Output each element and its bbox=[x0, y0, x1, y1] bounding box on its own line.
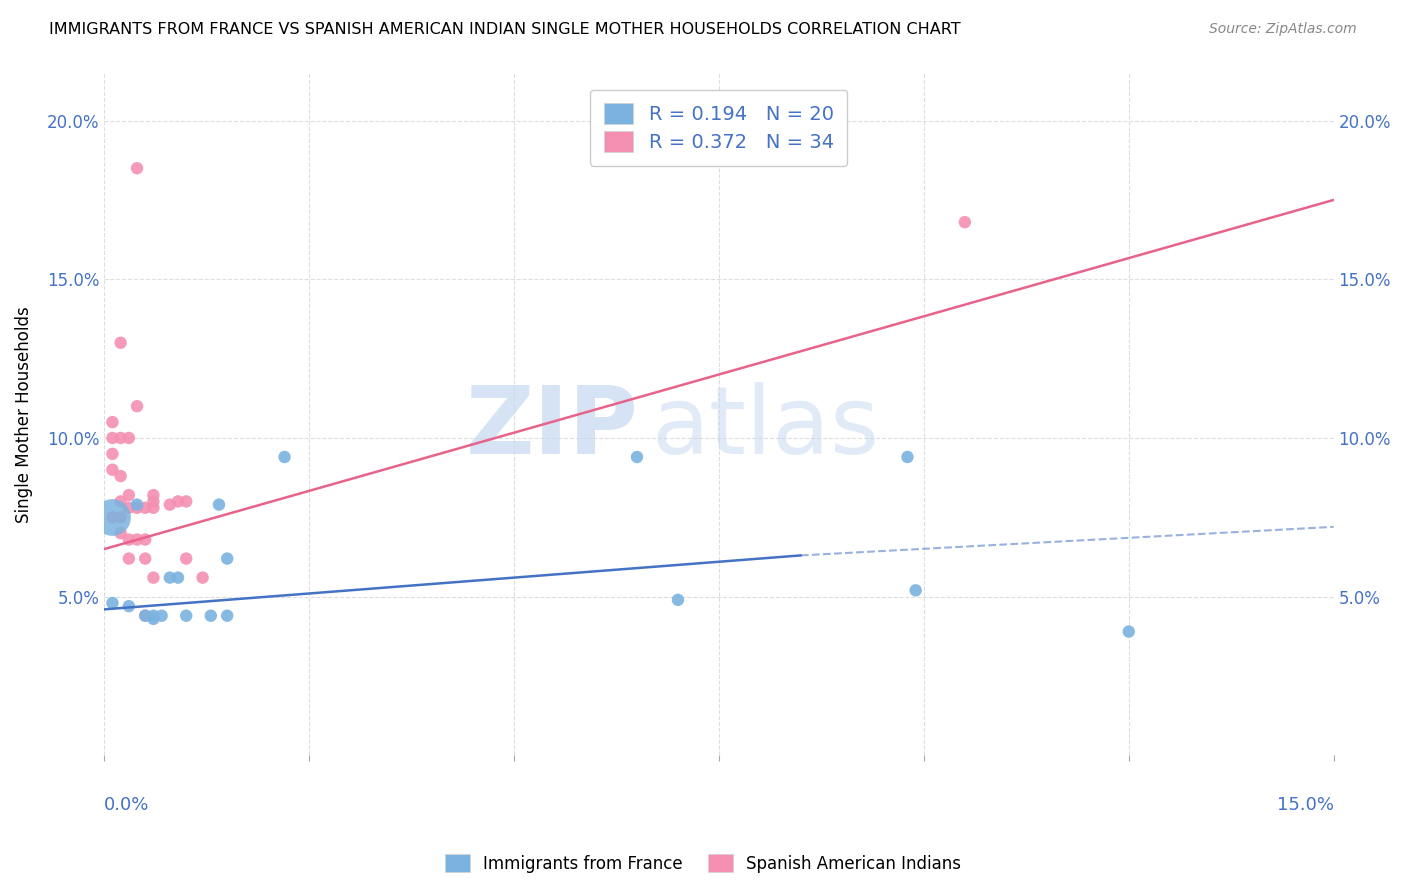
Point bbox=[200, 608, 222, 623]
Text: Source: ZipAtlas.com: Source: ZipAtlas.com bbox=[1209, 22, 1357, 37]
Point bbox=[118, 551, 141, 566]
Point bbox=[110, 431, 132, 445]
Point bbox=[101, 463, 124, 477]
Point bbox=[134, 500, 156, 515]
Point bbox=[101, 510, 124, 524]
Text: 15.0%: 15.0% bbox=[1277, 797, 1334, 814]
Point bbox=[208, 498, 231, 512]
Point bbox=[125, 161, 148, 176]
Point bbox=[110, 335, 132, 350]
Point bbox=[101, 431, 124, 445]
Point bbox=[273, 450, 295, 464]
Point bbox=[101, 415, 124, 429]
Legend: R = 0.194   N = 20, R = 0.372   N = 34: R = 0.194 N = 20, R = 0.372 N = 34 bbox=[591, 89, 848, 166]
Point bbox=[904, 583, 927, 598]
Point bbox=[217, 551, 239, 566]
Point bbox=[118, 500, 141, 515]
Point bbox=[174, 551, 197, 566]
Point bbox=[110, 469, 132, 483]
Point bbox=[118, 533, 141, 547]
Point bbox=[118, 599, 141, 614]
Point bbox=[150, 608, 173, 623]
Point bbox=[666, 592, 689, 607]
Point bbox=[101, 447, 124, 461]
Point bbox=[134, 608, 156, 623]
Point bbox=[167, 494, 190, 508]
Point bbox=[110, 494, 132, 508]
Point bbox=[217, 608, 239, 623]
Point bbox=[142, 494, 165, 508]
Point bbox=[174, 494, 197, 508]
Point bbox=[125, 498, 148, 512]
Point bbox=[110, 526, 132, 541]
Point bbox=[125, 533, 148, 547]
Point bbox=[101, 596, 124, 610]
Point bbox=[142, 612, 165, 626]
Legend: Immigrants from France, Spanish American Indians: Immigrants from France, Spanish American… bbox=[439, 847, 967, 880]
Text: atlas: atlas bbox=[651, 382, 880, 474]
Point bbox=[125, 399, 148, 413]
Point bbox=[125, 500, 148, 515]
Y-axis label: Single Mother Households: Single Mother Households bbox=[15, 306, 32, 523]
Point bbox=[626, 450, 648, 464]
Point bbox=[118, 431, 141, 445]
Text: IMMIGRANTS FROM FRANCE VS SPANISH AMERICAN INDIAN SINGLE MOTHER HOUSEHOLDS CORRE: IMMIGRANTS FROM FRANCE VS SPANISH AMERIC… bbox=[49, 22, 960, 37]
Point bbox=[159, 571, 181, 585]
Point bbox=[142, 608, 165, 623]
Text: 0.0%: 0.0% bbox=[104, 797, 149, 814]
Point bbox=[953, 215, 976, 229]
Point bbox=[1118, 624, 1140, 639]
Point bbox=[101, 510, 124, 524]
Point bbox=[110, 510, 132, 524]
Point bbox=[191, 571, 214, 585]
Point bbox=[134, 608, 156, 623]
Point bbox=[167, 571, 190, 585]
Point bbox=[134, 533, 156, 547]
Text: ZIP: ZIP bbox=[467, 382, 640, 474]
Point bbox=[134, 551, 156, 566]
Point bbox=[118, 488, 141, 502]
Point bbox=[159, 498, 181, 512]
Point bbox=[142, 488, 165, 502]
Point bbox=[174, 608, 197, 623]
Point bbox=[142, 500, 165, 515]
Point bbox=[896, 450, 918, 464]
Point bbox=[142, 571, 165, 585]
